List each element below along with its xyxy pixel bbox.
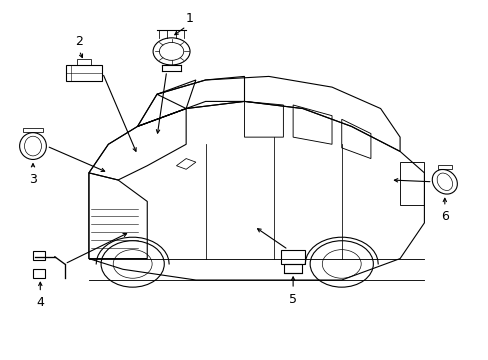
Bar — [284, 264, 301, 273]
Text: 5: 5 — [288, 293, 297, 306]
Text: 2: 2 — [75, 35, 83, 48]
Text: 3: 3 — [29, 173, 37, 186]
Text: 1: 1 — [186, 12, 194, 24]
Bar — [33, 269, 45, 278]
Bar — [66, 65, 102, 81]
Bar — [77, 59, 91, 65]
Bar — [281, 249, 305, 264]
Text: 4: 4 — [36, 296, 44, 309]
Text: 6: 6 — [440, 210, 448, 223]
Bar — [33, 251, 45, 260]
